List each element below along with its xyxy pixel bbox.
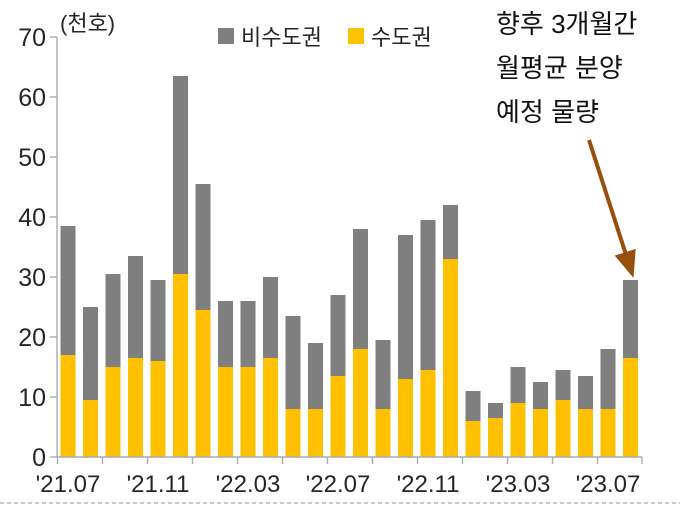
x-tick-label: '21.07 xyxy=(36,471,101,498)
bar-noncapital-region-segment xyxy=(353,229,368,349)
bar-noncapital-region-segment xyxy=(533,382,548,409)
bar-noncapital-region-segment xyxy=(263,277,278,358)
bar-capital-region-segment xyxy=(555,400,571,457)
x-tick-label: '22.07 xyxy=(306,471,371,498)
bar-capital-region-segment xyxy=(105,367,121,457)
bar-capital-region-segment xyxy=(195,310,211,457)
x-tick-label: '23.07 xyxy=(576,471,641,498)
annotation-line-2: 월평균 분양 xyxy=(496,53,623,83)
bar-noncapital-region-segment xyxy=(285,316,301,409)
bar-noncapital-region-segment xyxy=(173,76,188,274)
bar-capital-region-segment xyxy=(285,409,301,457)
bar-noncapital-region-segment xyxy=(308,343,323,409)
bar-capital-region-segment xyxy=(600,409,616,457)
legend-label-capital: 수도권 xyxy=(370,25,432,50)
bar-capital-region-segment xyxy=(173,274,188,457)
bar-noncapital-region-segment xyxy=(60,226,76,355)
bar-capital-region-segment xyxy=(263,358,278,457)
bar-noncapital-region-segment xyxy=(578,376,593,409)
bar-capital-region-segment xyxy=(510,403,526,457)
bar-capital-region-segment xyxy=(488,418,503,457)
bar-noncapital-region-segment xyxy=(465,391,481,421)
legend-swatch-noncapital-icon xyxy=(218,28,234,44)
bar-capital-region-segment xyxy=(308,409,323,457)
bar-noncapital-region-segment xyxy=(488,403,503,418)
bar-capital-region-segment xyxy=(240,367,256,457)
x-tick-label: '23.03 xyxy=(486,471,551,498)
bar-noncapital-region-segment xyxy=(623,280,638,358)
y-tick-label: 20 xyxy=(18,324,46,352)
y-tick-label: 60 xyxy=(18,84,46,112)
bar-capital-region-segment xyxy=(623,358,638,457)
bar-capital-region-segment xyxy=(398,379,413,457)
y-tick-label: 50 xyxy=(18,144,46,172)
bar-noncapital-region-segment xyxy=(195,184,211,310)
bar-noncapital-region-segment xyxy=(420,220,436,370)
annotation-arrow-shaft xyxy=(587,139,629,259)
y-axis-unit-label: (천호) xyxy=(60,11,116,36)
x-tick-label: '21.11 xyxy=(127,471,190,498)
x-tick-label: '22.03 xyxy=(216,471,281,498)
bar-capital-region-segment xyxy=(330,376,346,457)
bar-noncapital-region-segment xyxy=(600,349,616,409)
bar-noncapital-region-segment xyxy=(510,367,526,403)
legend: 비수도권 수도권 xyxy=(218,20,432,52)
bar-noncapital-region-segment xyxy=(555,370,571,400)
bar-capital-region-segment xyxy=(218,367,233,457)
annotation-arrow-head-icon xyxy=(614,248,636,278)
bar-capital-region-segment xyxy=(83,400,98,457)
bar-noncapital-region-segment xyxy=(105,274,121,367)
legend-label-noncapital: 비수도권 xyxy=(241,25,322,50)
legend-item-noncapital: 비수도권 xyxy=(218,20,322,52)
y-tick-label: 10 xyxy=(18,384,46,412)
bar-capital-region-segment xyxy=(128,358,143,457)
bar-noncapital-region-segment xyxy=(375,340,391,409)
legend-swatch-capital-icon xyxy=(347,28,364,44)
bar-capital-region-segment xyxy=(443,259,458,457)
annotation-line-1: 향후 3개월간 xyxy=(496,9,638,39)
x-tick-label: '22.11 xyxy=(397,471,460,498)
annotation-line-3: 예정 물량 xyxy=(496,97,599,127)
bar-capital-region-segment xyxy=(533,409,548,457)
bar-capital-region-segment xyxy=(60,355,76,457)
bar-capital-region-segment xyxy=(420,370,436,457)
y-tick-label: 30 xyxy=(18,264,46,292)
bar-noncapital-region-segment xyxy=(128,256,143,358)
bar-noncapital-region-segment xyxy=(218,301,233,367)
bar-noncapital-region-segment xyxy=(443,205,458,259)
y-tick-label: 0 xyxy=(32,444,46,472)
y-tick-label: 40 xyxy=(18,204,46,232)
y-tick-label: 70 xyxy=(18,24,46,52)
bar-noncapital-region-segment xyxy=(150,280,166,361)
forecast-annotation: 향후 3개월간 월평균 분양 예정 물량 xyxy=(496,2,637,134)
bar-capital-region-segment xyxy=(353,349,368,457)
bar-noncapital-region-segment xyxy=(398,235,413,379)
bar-capital-region-segment xyxy=(150,361,166,457)
legend-item-capital: 수도권 xyxy=(347,20,432,52)
bar-capital-region-segment xyxy=(578,409,593,457)
bar-noncapital-region-segment xyxy=(240,301,256,367)
bar-noncapital-region-segment xyxy=(330,295,346,376)
bar-capital-region-segment xyxy=(375,409,391,457)
bar-capital-region-segment xyxy=(465,421,481,457)
bar-noncapital-region-segment xyxy=(83,307,98,400)
